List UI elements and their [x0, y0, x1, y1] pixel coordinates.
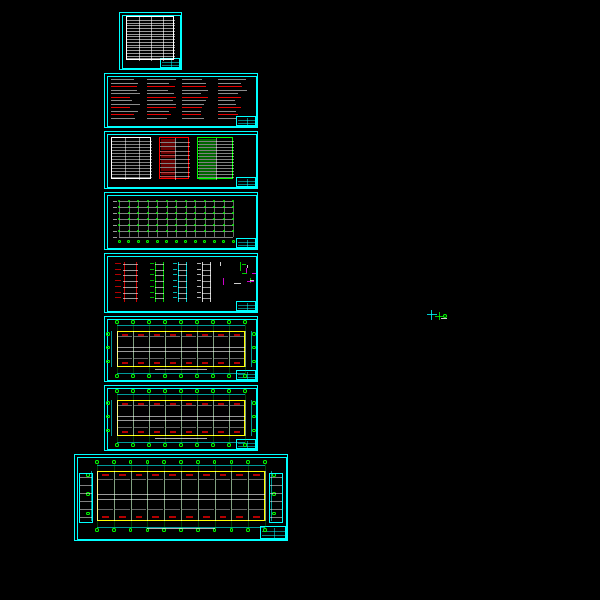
sheet-1-table — [119, 12, 182, 70]
sheet-6-plan1 — [104, 316, 258, 382]
sheet-4-elevation — [104, 192, 258, 250]
title-block — [236, 177, 256, 187]
floating-detail — [427, 310, 451, 326]
title-block — [236, 116, 256, 126]
sheet-3-mixed — [104, 131, 258, 189]
title-block — [236, 238, 256, 248]
title-block — [236, 301, 256, 311]
sheet-2-notes — [104, 73, 258, 128]
sheet-7-plan2 — [104, 385, 258, 451]
sheet-8-plan-large — [74, 454, 288, 541]
sheet-5-details — [104, 253, 258, 313]
